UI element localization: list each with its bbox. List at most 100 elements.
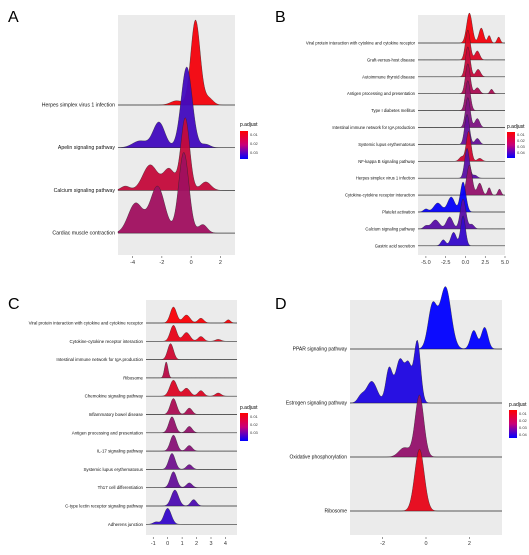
ridge-gastric-acid-secretion	[418, 215, 505, 246]
ridge-calcium-signaling-pathway	[417, 198, 505, 230]
ridge-label-il-17-signaling-pathway: IL-17 signaling pathway	[97, 449, 144, 454]
ridge-graft-versus-host-disease	[418, 29, 505, 61]
panel-c-legend-title: p.adjust	[240, 405, 258, 411]
ridge-label-nf-kappa-b-signaling-pathway: NF-kappa B signaling pathway	[358, 159, 416, 164]
ridge-c-type-lectin-receptor-signaling-pathway	[146, 489, 237, 507]
legend-tick-label: 0.02	[250, 422, 259, 427]
ridge-label-autoimmune-thyroid-disease: Autoimmune thyroid disease	[362, 74, 416, 79]
panel-b-label: B	[275, 9, 286, 26]
panel-a-legend-title: p.adjust	[240, 122, 258, 128]
x-tick-label: 2	[468, 541, 471, 547]
ridge-label-viral-protein-interaction-with-cytokine-and-cytokine-receptor: Viral protein interaction with cytokine …	[306, 41, 416, 46]
ridge-label-cytokine-cytokine-receptor-interaction: Cytokine-cytokine receptor interaction	[345, 193, 416, 198]
ridge-label-inflammatory-bowel-disease: Inflammatory bowel disease	[89, 412, 144, 417]
x-tick-label: -5.0	[421, 260, 430, 266]
ridge-label-estrogen-signaling-pathway: Estrogen signaling pathway	[286, 401, 348, 407]
ridge-label-systemic-lupus-erythematosus: Systemic lupus erythematosus	[358, 142, 415, 147]
ridge-inflammatory-bowel-disease	[146, 398, 237, 415]
legend-tick-label: 0.01	[519, 411, 528, 416]
panel-a-legend: p.adjust 0.01 0.02 0.03	[240, 122, 259, 159]
ridge-label-oxidative-phosphorylation: Oxidative phosphorylation	[289, 455, 347, 461]
ridge-il-17-signaling-pathway	[146, 434, 237, 452]
panel-b-legend-colorbar	[507, 132, 515, 158]
legend-tick-label: 0.03	[250, 150, 259, 155]
ridge-antigen-processing-and-presentation	[146, 416, 237, 433]
panel-c-plot-bg	[146, 300, 237, 535]
ridge-cardiac-muscle-contraction	[117, 152, 235, 234]
legend-tick-label: 0.04	[519, 432, 528, 437]
ridge-intestinal-immune-network-for-iga-production	[418, 97, 505, 128]
ridge-systemic-lupus-erythematosus	[146, 453, 237, 470]
x-tick-label: -2.5	[441, 260, 450, 266]
legend-tick-label: 0.02	[519, 418, 528, 423]
ridge-calcium-signaling-pathway	[117, 117, 235, 191]
panel-b-legend: p.adjust 0.010.020.030.04	[507, 124, 526, 158]
ridge-label-herpes-simplex-virus-1-infection: Herpes simplex virus 1 infection	[356, 176, 416, 181]
panel-c-legend: p.adjust 0.01 0.02 0.03	[240, 405, 259, 441]
ridge-label-intestinal-immune-network-for-iga-production: Intestinal immune network for IgA produc…	[56, 357, 143, 362]
panel-a-legend-colorbar	[240, 131, 248, 159]
ridge-label-ribosome: Ribosome	[324, 509, 347, 515]
ridge-label-graft-versus-host-disease: Graft-versus-host disease	[367, 57, 416, 62]
ridge-label-type-i-diabetes-mellitus: Type I diabetes mellitus	[371, 108, 415, 113]
legend-tick-label: 0.02	[517, 138, 526, 143]
panel-d-legend-colorbar	[509, 410, 517, 438]
ridge-platelet-activation	[417, 181, 505, 213]
legend-tick-label: 0.04	[517, 150, 526, 155]
ridge-label-c-type-lectin-receptor-signaling-pathway: C-type lectin receptor signaling pathway	[65, 504, 144, 509]
ridge-ppar-signaling-pathway	[350, 286, 502, 350]
legend-tick-label: 0.01	[250, 414, 259, 419]
ridge-antigen-processing-and-presentation	[418, 63, 505, 94]
ridge-ribosome	[146, 361, 237, 379]
ridge-label-antigen-processing-and-presentation: Antigen processing and presentation	[72, 430, 144, 435]
legend-tick-label: 0.03	[250, 430, 259, 435]
panel-c-label: C	[8, 296, 20, 313]
ridge-herpes-simplex-virus-1-infection	[418, 147, 505, 179]
ridge-apelin-signaling-pathway	[117, 66, 235, 148]
ridge-label-systemic-lupus-erythematosus: Systemic lupus erythematosus	[83, 467, 143, 472]
ridge-nf-kappa-b-signaling-pathway	[418, 130, 505, 162]
ridge-label-herpes-simplex-virus-1-infection: Herpes simplex virus 1 infection	[42, 103, 115, 109]
ridge-label-cardiac-muscle-contraction: Cardiac muscle contraction	[52, 231, 115, 237]
legend-tick-label: 0.03	[517, 144, 526, 149]
panel-d-label: D	[275, 296, 287, 313]
legend-tick-label: 0.01	[250, 132, 259, 137]
ridge-th17-cell-differentiation	[146, 471, 237, 488]
x-tick-label: 5.0	[501, 260, 509, 266]
ridge-label-chemokine-signaling-pathway: Chemokine signaling pathway	[85, 394, 144, 399]
legend-tick-label: 0.02	[250, 141, 259, 146]
ridge-label-ribosome: Ribosome	[123, 375, 143, 380]
ridge-chemokine-signaling-pathway	[146, 380, 237, 397]
x-tick-label: 0	[166, 541, 169, 547]
x-tick-label: -2	[159, 260, 164, 266]
ridge-label-viral-protein-interaction-with-cytokine-and-cytokine-receptor: Viral protein interaction with cytokine …	[29, 321, 144, 326]
x-tick-label: 2	[195, 541, 198, 547]
x-tick-label: 0.0	[462, 260, 470, 266]
ridge-viral-protein-interaction-with-cytokine-and-cytokine-receptor	[418, 12, 506, 44]
ridge-label-adherens-junction: Adherens junction	[108, 522, 144, 527]
legend-tick-label: 0.03	[519, 425, 528, 430]
panel-c: C Viral protein interaction with cytokin…	[8, 296, 259, 547]
ridge-viral-protein-interaction-with-cytokine-and-cytokine-receptor	[146, 306, 237, 324]
ridge-type-i-diabetes-mellitus	[418, 80, 505, 111]
ridge-label-platelet-activation: Platelet activation	[382, 210, 415, 215]
ridge-intestinal-immune-network-for-iga-production	[146, 343, 237, 360]
ridge-label-calcium-signaling-pathway: Calcium signaling pathway	[365, 226, 415, 231]
x-tick-label: 2.5	[481, 260, 489, 266]
ridge-oxidative-phosphorylation	[350, 394, 502, 458]
ridge-label-gastric-acid-secretion: Gastric acid secretion	[375, 243, 416, 248]
ridge-systemic-lupus-erythematosus	[418, 114, 505, 145]
ridge-label-intestinal-immune-network-for-iga-production: Intestinal immune network for IgA produc…	[332, 125, 415, 130]
ridge-herpes-simplex-virus-1-infection	[118, 19, 235, 106]
x-tick-label: 1	[181, 541, 184, 547]
x-tick-label: 0	[190, 260, 193, 266]
panel-b-legend-title: p.adjust	[507, 124, 525, 130]
panel-a-label: A	[8, 9, 19, 26]
legend-tick-label: 0.01	[517, 132, 526, 137]
ridge-label-apelin-signaling-pathway: Apelin signaling pathway	[58, 145, 116, 151]
panel-c-legend-colorbar	[240, 413, 248, 441]
x-tick-label: 4	[224, 541, 227, 547]
x-tick-label: -4	[130, 260, 135, 266]
x-tick-label: 0	[424, 541, 427, 547]
ridge-adherens-junction	[145, 508, 237, 525]
